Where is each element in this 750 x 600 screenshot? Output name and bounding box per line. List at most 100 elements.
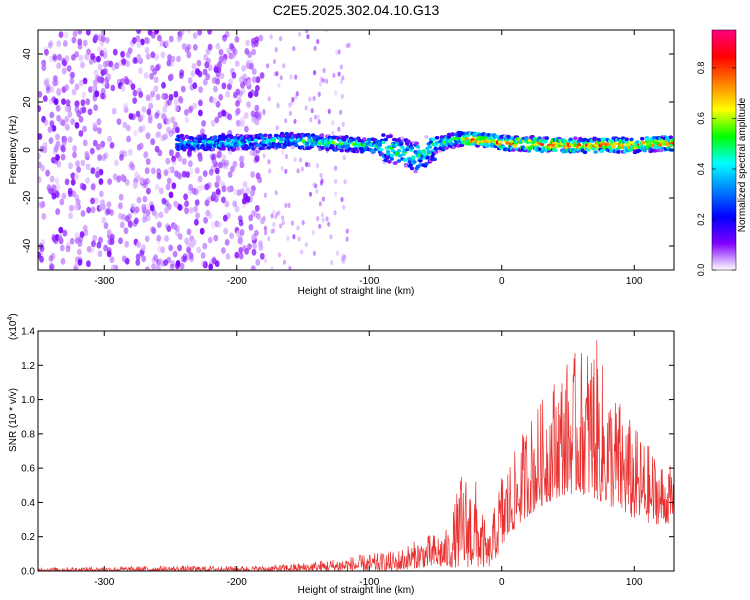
heatmap-cell xyxy=(160,51,166,59)
heatmap-cell xyxy=(568,137,573,142)
heatmap-cell xyxy=(224,200,230,208)
heatmap-cell xyxy=(254,205,260,212)
y-tick-label: 0.8 xyxy=(21,429,35,440)
heatmap-cell xyxy=(205,209,211,217)
colorbar-label: Normalized spectral amplitude xyxy=(737,97,748,232)
heatmap-cell xyxy=(205,73,211,81)
heatmap-cell xyxy=(344,135,349,139)
heatmap-cell xyxy=(40,239,46,246)
heatmap-cell xyxy=(315,188,319,194)
heatmap-cell xyxy=(296,225,300,231)
heatmap-cell xyxy=(49,111,55,119)
colorbar-tick-label: 0.8 xyxy=(696,62,706,75)
heatmap-cell xyxy=(288,110,292,116)
heatmap-cell xyxy=(345,228,349,234)
heatmap-cell xyxy=(144,36,149,44)
heatmap-cell xyxy=(249,63,254,70)
heatmap-cell xyxy=(154,212,159,219)
heatmap-cell xyxy=(298,157,303,163)
heatmap-cell xyxy=(138,126,144,133)
heatmap-cell xyxy=(197,155,203,162)
heatmap-cell xyxy=(304,242,308,248)
heatmap-cell xyxy=(237,237,243,245)
heatmap-cell xyxy=(324,30,328,33)
heatmap-cell xyxy=(263,133,268,138)
heatmap-cell xyxy=(55,104,61,112)
heatmap-cell xyxy=(184,116,190,124)
heatmap-cell xyxy=(337,49,341,55)
heatmap-cell xyxy=(325,216,329,222)
heatmap-cell xyxy=(248,224,254,231)
heatmap-cell xyxy=(180,255,186,263)
heatmap-cell xyxy=(124,240,130,248)
heatmap-cell xyxy=(81,106,87,114)
heatmap-cell xyxy=(250,189,255,197)
heatmap-cell xyxy=(593,150,598,154)
heatmap-cell xyxy=(65,99,71,107)
heatmap-cell xyxy=(312,95,316,101)
heatmap-cell xyxy=(221,196,226,204)
heatmap-cell xyxy=(308,191,313,197)
snr-y-axis: 0.0 0.2 0.4 0.6 0.8 1.0 1.2 1.4 xyxy=(21,327,674,578)
heatmap-cell xyxy=(311,229,315,236)
heatmap-cell xyxy=(97,250,103,258)
heatmap-cell xyxy=(48,255,54,262)
heatmap-cell xyxy=(62,136,68,144)
heatmap-cell xyxy=(233,189,239,196)
heatmap-cell xyxy=(318,201,322,207)
heatmap-cell xyxy=(284,118,288,124)
heatmap-cell xyxy=(122,121,128,129)
heatmap-cell xyxy=(163,133,169,141)
y-tick-label: 1.4 xyxy=(21,327,35,338)
heatmap-cell xyxy=(45,86,51,94)
heatmap-cell xyxy=(48,55,54,63)
heatmap-cell xyxy=(136,174,142,182)
heatmap-cell xyxy=(274,47,279,53)
y-tick-label: 0 xyxy=(22,147,33,153)
heatmap-cell xyxy=(193,205,199,213)
heatmap-cell xyxy=(240,188,245,195)
heatmap-cell xyxy=(250,265,256,270)
heatmap-cell xyxy=(106,201,112,208)
heatmap-cell xyxy=(192,32,198,40)
heatmap-cell xyxy=(245,186,251,194)
heatmap-cell xyxy=(151,167,156,175)
x-tick-label: -200 xyxy=(227,276,247,287)
heatmap-cell xyxy=(56,114,61,122)
heatmap-cell xyxy=(210,221,216,229)
heatmap-cell xyxy=(65,124,70,131)
heatmap-cell xyxy=(239,120,245,128)
heatmap-cell xyxy=(635,140,640,144)
heatmap-cell xyxy=(48,97,54,105)
heatmap-cell xyxy=(246,101,252,108)
heatmap-cell xyxy=(40,200,46,208)
heatmap-cell xyxy=(317,119,321,125)
heatmap-cell xyxy=(388,134,393,139)
heatmap-cell xyxy=(166,177,172,185)
heatmap-cell xyxy=(254,155,260,163)
heatmap-cell xyxy=(294,143,299,148)
heatmap-cell xyxy=(153,254,159,262)
heatmap-cell xyxy=(104,209,110,216)
heatmap-cell xyxy=(159,39,165,47)
heatmap-cell xyxy=(275,125,279,131)
heatmap-cell xyxy=(467,142,472,146)
heatmap-cell xyxy=(62,40,68,47)
heatmap-cell xyxy=(205,48,211,55)
heatmap-cell xyxy=(362,137,367,141)
heatmap-cell xyxy=(93,69,99,77)
heatmap-cell xyxy=(62,229,68,237)
heatmap-cell xyxy=(120,50,125,58)
heatmap-cell xyxy=(191,63,197,70)
heatmap-cell xyxy=(576,143,582,147)
heatmap-cell xyxy=(490,139,496,143)
heatmap-cell xyxy=(53,98,59,105)
heatmap-cell xyxy=(313,45,317,51)
heatmap-cell xyxy=(335,50,339,56)
heatmap-cell xyxy=(161,197,167,205)
heatmap-cell xyxy=(411,155,416,159)
heatmap-cell xyxy=(196,59,202,67)
heatmap-cell xyxy=(202,170,208,178)
heatmap-cell xyxy=(544,136,549,140)
heatmap-cell xyxy=(653,149,658,153)
